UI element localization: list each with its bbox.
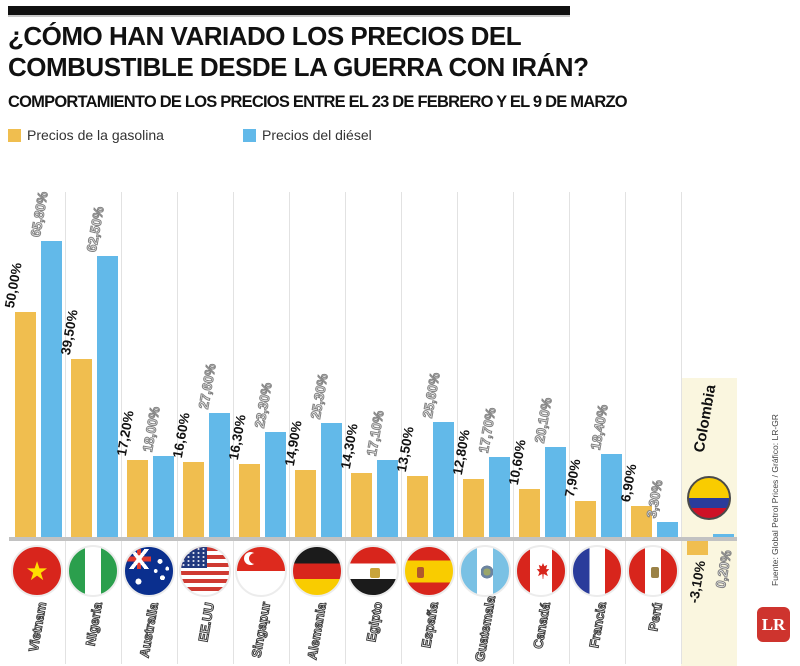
flag-egipto-icon [347,545,399,597]
lr-logo-text: LR [761,614,786,634]
column-gridline [625,192,626,664]
page-title: ¿CÓMO HAN VARIADO LOS PRECIOS DEL COMBUST… [8,21,589,83]
page-title-line1: ¿CÓMO HAN VARIADO LOS PRECIOS DEL [8,21,522,51]
country-label-vietnam: Vietnam [25,601,50,654]
gasoline-bar-eeuu [183,462,204,537]
gasoline-bar-singapur [239,464,260,537]
diesel-bar-eeuu [209,413,230,537]
country-label-alemania: Alemania [304,601,330,662]
column-gridline [569,192,570,664]
diesel-bar-australia [153,456,174,537]
country-label-singapur: Singapur [248,601,274,660]
legend-item-diesel: Precios del diésel [243,127,372,143]
column-gridline [681,192,682,664]
diesel-bar-alemania [321,423,342,537]
country-label-eeuu: EE.UU [195,601,218,644]
diesel-value-label: 65,80% [27,190,51,239]
legend-item-gasoline: Precios de la gasolina [8,127,164,143]
column-gridline [513,192,514,664]
country-label-nigeria: Nigeria [82,601,106,648]
legend-diesel-label: Precios del diésel [262,127,372,143]
gasoline-bar-vietnam [15,312,36,537]
highlight-column-colombia [681,378,737,666]
gasoline-bar-colombia [687,541,708,555]
flag-colombia-icon [687,476,731,520]
column-gridline [401,192,402,664]
gasoline-bar-espana [407,476,428,537]
flag-eeuu-icon [179,545,231,597]
country-label-espana: España [418,601,442,650]
country-label-egipto: Egipto [363,601,386,644]
diesel-bar-egipto [377,460,398,537]
bar-chart: 50,00%65,80%Vietnam39,50%62,50%Nigeria17… [2,188,737,666]
lr-logo: LR [757,607,790,649]
diesel-bar-espana [433,422,454,537]
subtitle: COMPORTAMIENTO DE LOS PRECIOS ENTRE EL 2… [8,92,628,111]
diesel-bar-colombia [713,534,734,537]
page-title-line2: COMBUSTIBLE DESDE LA GUERRA CON IRÁN? [8,52,589,82]
lr-logo-tail-icon [761,632,778,649]
column-gridline [177,192,178,664]
column-gridline [457,192,458,664]
top-accent-bar [8,6,570,15]
diesel-bar-vietnam [41,241,62,537]
country-label-canada: Canadá [530,601,554,651]
diesel-bar-nigeria [97,256,118,537]
diesel-bar-francia [601,454,622,537]
gasoline-bar-francia [575,501,596,537]
gasoline-bar-peru [631,506,652,537]
flag-australia-icon [123,545,175,597]
gasoline-bar-guatemala [463,479,484,537]
legend-gasoline-label: Precios de la gasolina [27,127,164,143]
column-gridline [345,192,346,664]
column-gridline [289,192,290,664]
flag-canada-icon [515,545,567,597]
diesel-swatch-icon [243,128,256,142]
diesel-bar-peru [657,522,678,537]
flag-peru-icon [627,545,679,597]
legend: Precios de la gasolina Precios del diése… [0,127,500,145]
diesel-bar-singapur [265,432,286,537]
country-label-australia: Australia [136,601,162,659]
flag-francia-icon [571,545,623,597]
column-gridline [65,192,66,664]
gasoline-swatch-icon [8,128,21,142]
gasoline-bar-canada [519,489,540,537]
flag-vietnam-icon [11,545,63,597]
flag-espana-icon [403,545,455,597]
flag-alemania-icon [291,545,343,597]
country-label-francia: Francia [586,601,610,650]
diesel-bar-guatemala [489,457,510,537]
flag-nigeria-icon [67,545,119,597]
gasoline-bar-nigeria [71,359,92,537]
country-label-peru: Perú [645,601,666,633]
column-gridline [121,192,122,664]
flag-singapur-icon [235,545,287,597]
gasoline-bar-egipto [351,473,372,537]
country-label-guatemala: Guatemala [471,594,499,663]
column-gridline [233,192,234,664]
gasoline-bar-australia [127,460,148,537]
gasoline-bar-alemania [295,470,316,537]
x-axis-baseline [9,537,737,541]
flag-guatemala-icon [459,545,511,597]
source-credit: Fuente: Global Petrol Prices / Gráfico: … [770,414,780,586]
diesel-bar-canada [545,447,566,537]
